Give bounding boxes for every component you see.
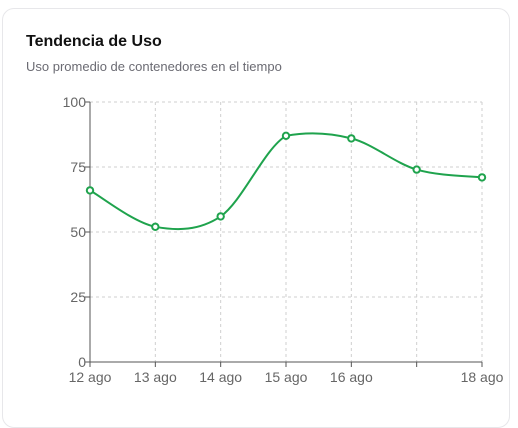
data-point: [477, 173, 487, 182]
x-tick-label: 12 ago: [69, 369, 112, 385]
usage-line-chart: 0 25 50 75 100 12 ago 13 ago 14 ago 15 ago 16 ag…: [63, 94, 504, 385]
series-points: [85, 131, 487, 232]
data-point: [281, 131, 291, 141]
y-tick-label: 0: [78, 354, 86, 370]
data-point: [412, 165, 421, 174]
usage-trend-card: Tendencia de Uso Uso promedio de contene…: [2, 8, 510, 428]
y-tick-label: 100: [63, 94, 87, 110]
data-point: [85, 186, 95, 195]
data-point: [216, 212, 225, 221]
data-point: [151, 222, 160, 232]
x-tick-label: 18 ago: [461, 369, 504, 385]
card-subtitle: Uso promedio de contenedores en el tiemp…: [26, 59, 282, 74]
y-tick-label: 25: [70, 289, 86, 305]
x-tick-label: 15 ago: [265, 369, 308, 385]
y-axis-ticks: 0 25 50 75 100: [63, 94, 87, 370]
y-tick-label: 50: [70, 224, 86, 240]
x-tick-label: 13 ago: [134, 369, 177, 385]
x-tick-label: 16 ago: [330, 369, 373, 385]
chart-axes: [85, 101, 483, 367]
x-axis-ticks: 12 ago 13 ago 14 ago 15 ago 16 ago 18 ago: [69, 369, 504, 385]
card-title: Tendencia de Uso: [26, 33, 162, 50]
data-point: [347, 134, 356, 143]
y-tick-label: 75: [70, 159, 86, 175]
x-tick-label: 14 ago: [199, 369, 242, 385]
chart-grid: [90, 101, 483, 362]
